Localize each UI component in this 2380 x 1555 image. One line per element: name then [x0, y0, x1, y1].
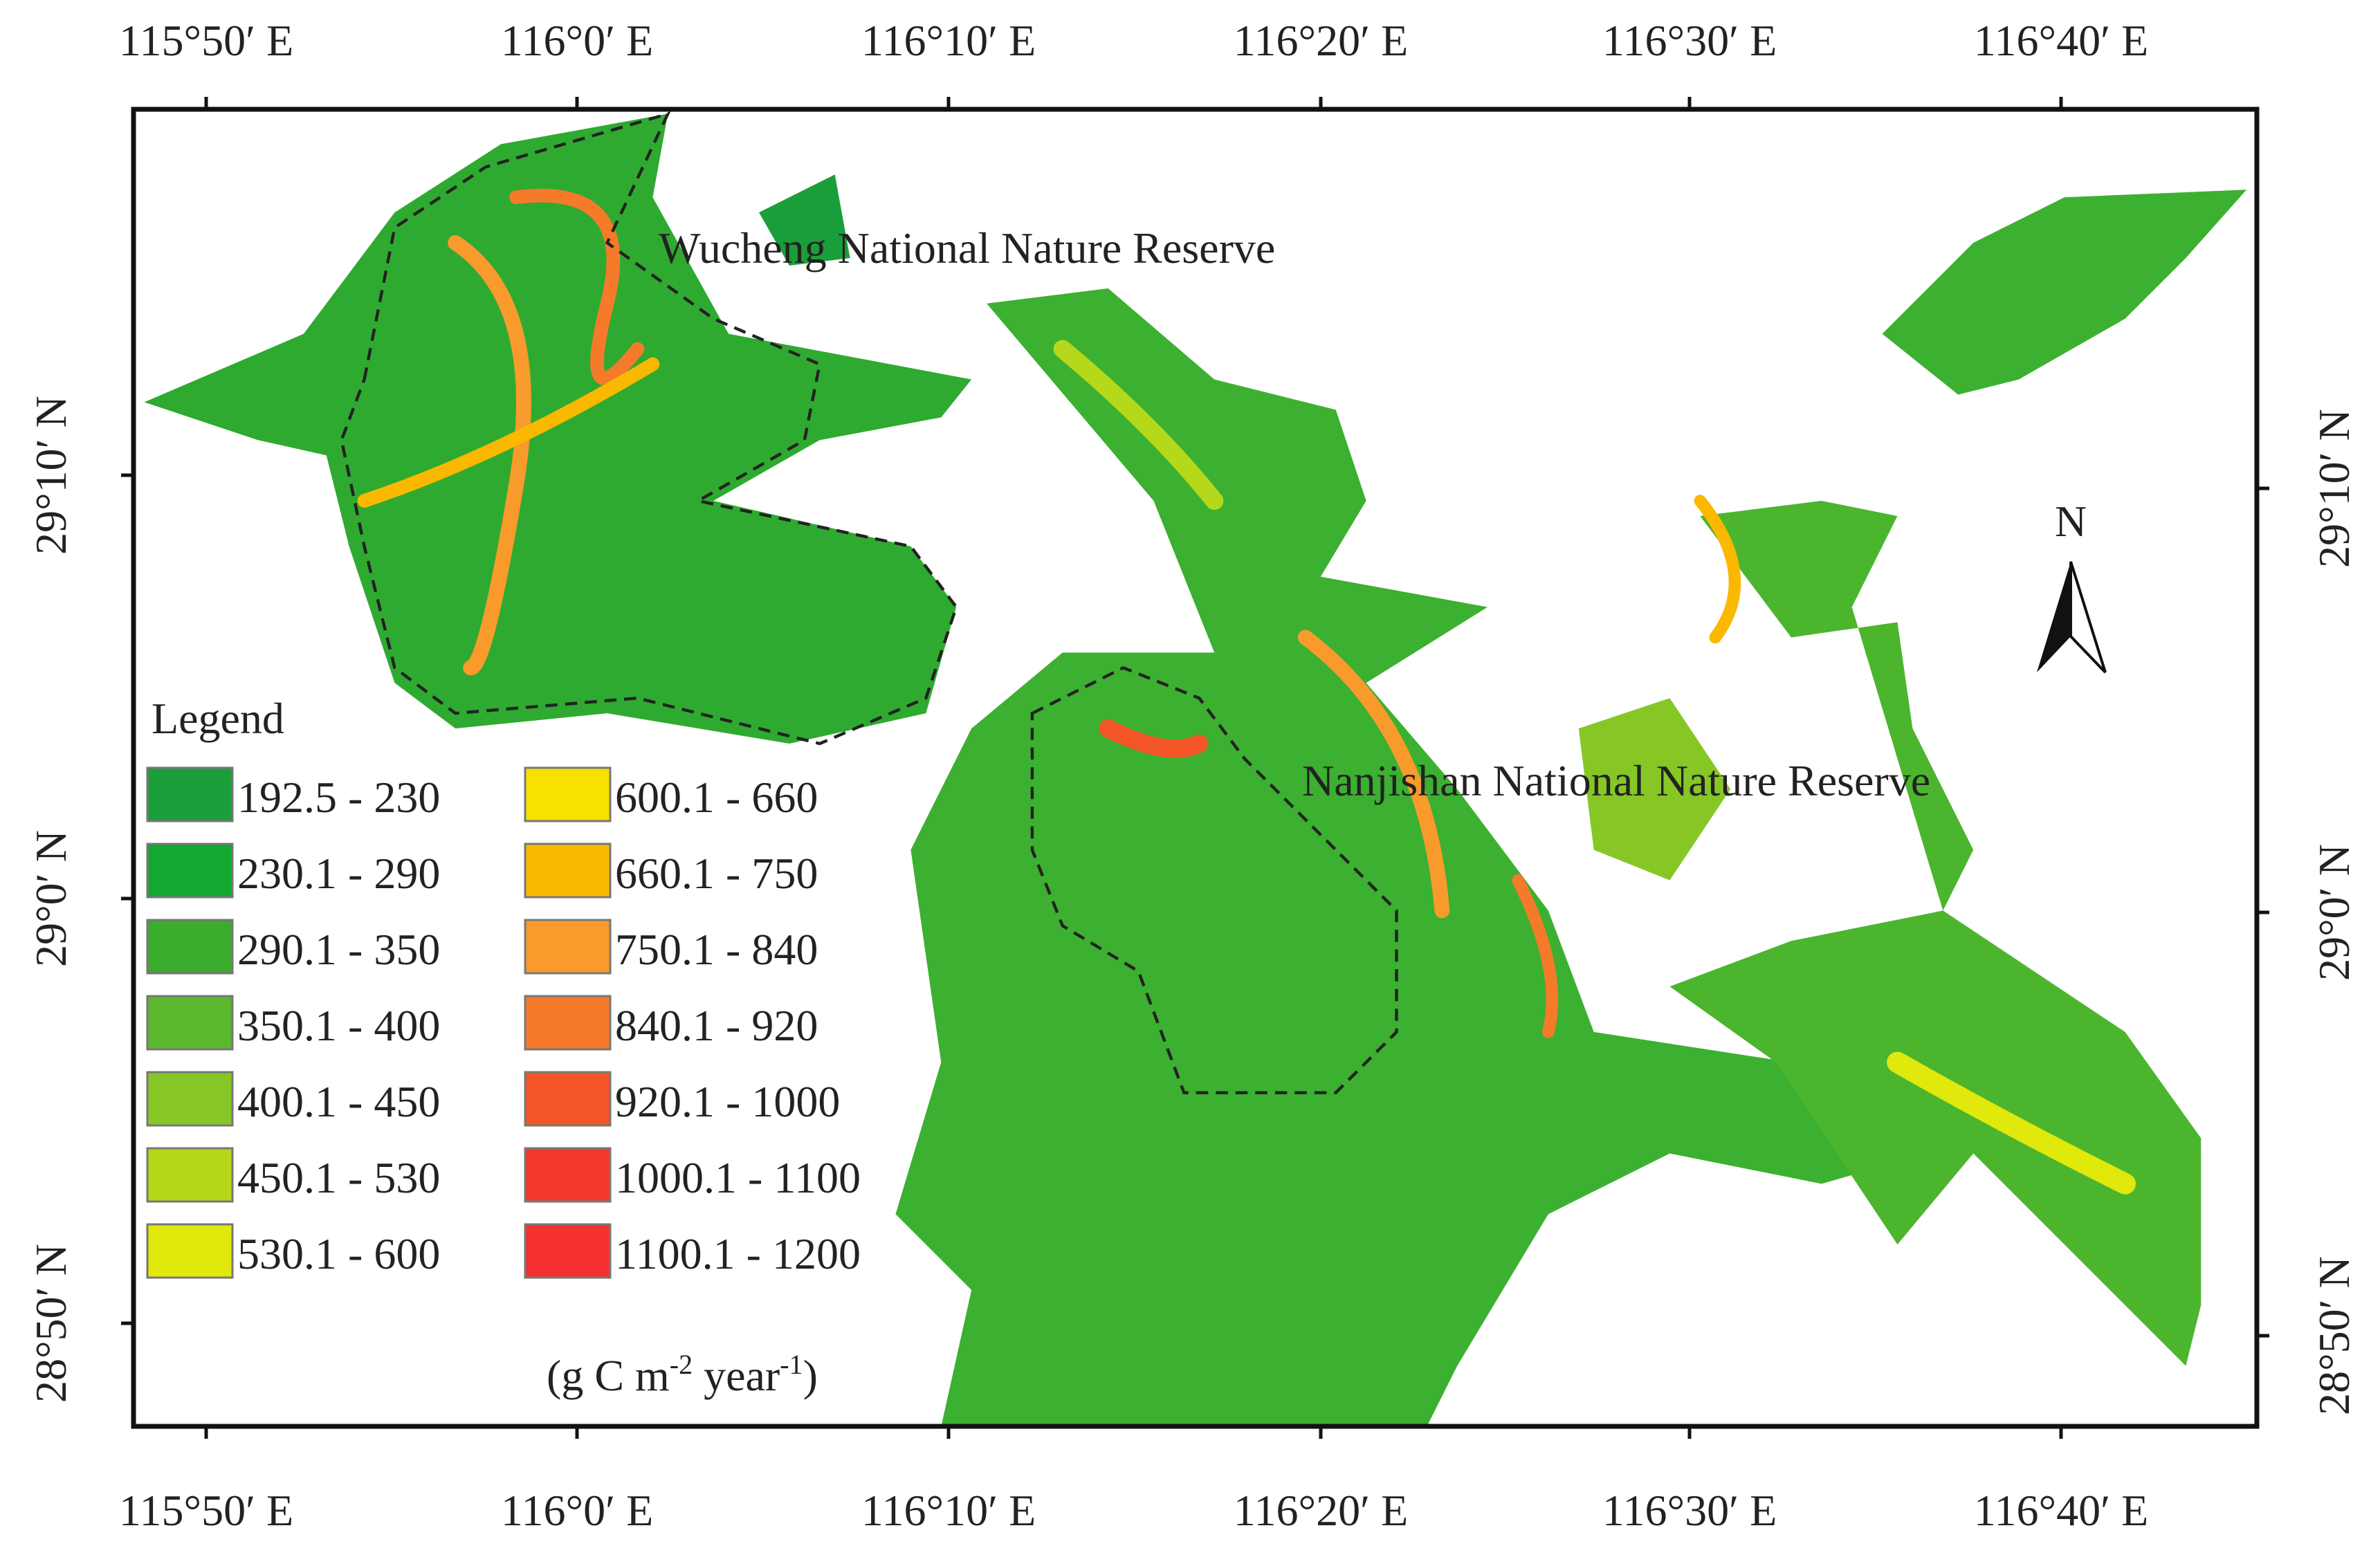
- reserve-boundaries: [340, 111, 1398, 1094]
- legend-label: 400.1 - 450: [237, 1077, 440, 1126]
- map-frame: [131, 107, 2260, 1429]
- top-lon-label: 116°30′ E: [1602, 16, 1777, 65]
- left-lat-label: 28°50′ N: [26, 1244, 75, 1403]
- legend-swatch: [524, 843, 612, 899]
- top-lon-label: 116°0′ E: [501, 16, 653, 65]
- nanjishan-patch: [1578, 698, 1731, 881]
- left-lat-label: 29°0′ N: [26, 830, 75, 967]
- north-label: N: [2055, 497, 2087, 546]
- nw-region: [144, 113, 972, 744]
- bottom-lon-label: 115°50′ E: [119, 1486, 293, 1535]
- legend-label: 600.1 - 660: [615, 773, 818, 822]
- legend-unit: (g C m-2 year-1): [547, 1349, 818, 1400]
- top-lon-label: 116°20′ E: [1234, 16, 1408, 65]
- legend-label: 1100.1 - 1200: [615, 1229, 861, 1278]
- top-lon-label: 116°40′ E: [1974, 16, 2148, 65]
- legend-swatch: [524, 1071, 612, 1127]
- legend-label: 290.1 - 350: [237, 925, 440, 974]
- top-lon-label: 115°50′ E: [119, 16, 293, 65]
- east-region: [1669, 501, 2202, 1366]
- legend-label: 840.1 - 920: [615, 1001, 818, 1050]
- legend-label: 450.1 - 530: [237, 1153, 440, 1202]
- legend-swatch: [524, 1147, 612, 1203]
- unit-part: (g C m: [547, 1351, 670, 1400]
- legend-label: 230.1 - 290: [237, 849, 440, 898]
- top-lon-label: 116°10′ E: [861, 16, 1036, 65]
- legend-swatch: [524, 1223, 612, 1279]
- right-lat-label: 28°50′ N: [2309, 1256, 2359, 1415]
- legend-swatch: [146, 1223, 234, 1279]
- legend-label: 1000.1 - 1100: [615, 1153, 861, 1202]
- legend-label: 750.1 - 840: [615, 925, 818, 974]
- unit-part: -2: [670, 1349, 693, 1380]
- legend-swatch: [146, 1071, 234, 1127]
- unit-part: ): [803, 1351, 818, 1400]
- legend-swatch: [146, 995, 234, 1051]
- bottom-lon-label: 116°30′ E: [1602, 1486, 1777, 1535]
- ne-region: [1882, 190, 2247, 395]
- unit-part: -1: [780, 1349, 803, 1380]
- reserve-label: Nanjishan National Nature Reserve: [1302, 756, 1930, 805]
- central-region: [895, 288, 1928, 1427]
- right-lat-label: 29°0′ N: [2309, 844, 2359, 981]
- bottom-lon-label: 116°10′ E: [861, 1486, 1036, 1535]
- legend-swatch: [524, 919, 612, 975]
- legend-swatch: [146, 1147, 234, 1203]
- hotspots: [357, 188, 2136, 1195]
- reserve-label: Wucheng National Nature Reserve: [659, 223, 1275, 273]
- legend-swatch: [524, 995, 612, 1051]
- small-patch: [759, 174, 850, 266]
- legend-label: 530.1 - 600: [237, 1229, 440, 1278]
- bottom-lon-label: 116°0′ E: [501, 1486, 653, 1535]
- legend-swatch: [146, 843, 234, 899]
- legend-title: Legend: [152, 694, 284, 743]
- bottom-lon-label: 116°40′ E: [1974, 1486, 2148, 1535]
- unit-part: year: [693, 1351, 780, 1400]
- legend-swatch: [146, 766, 234, 822]
- legend-label: 350.1 - 400: [237, 1001, 440, 1050]
- bottom-lon-label: 116°20′ E: [1234, 1486, 1408, 1535]
- map-raster: [144, 111, 2247, 1427]
- north-arrow: [2037, 561, 2107, 674]
- legend-swatch: [524, 766, 612, 822]
- legend-label: 660.1 - 750: [615, 849, 818, 898]
- legend-label: 192.5 - 230: [237, 773, 440, 822]
- left-lat-label: 29°10′ N: [26, 396, 75, 555]
- legend-swatch: [146, 919, 234, 975]
- legend-label: 920.1 - 1000: [615, 1077, 840, 1126]
- right-lat-label: 29°10′ N: [2309, 409, 2359, 568]
